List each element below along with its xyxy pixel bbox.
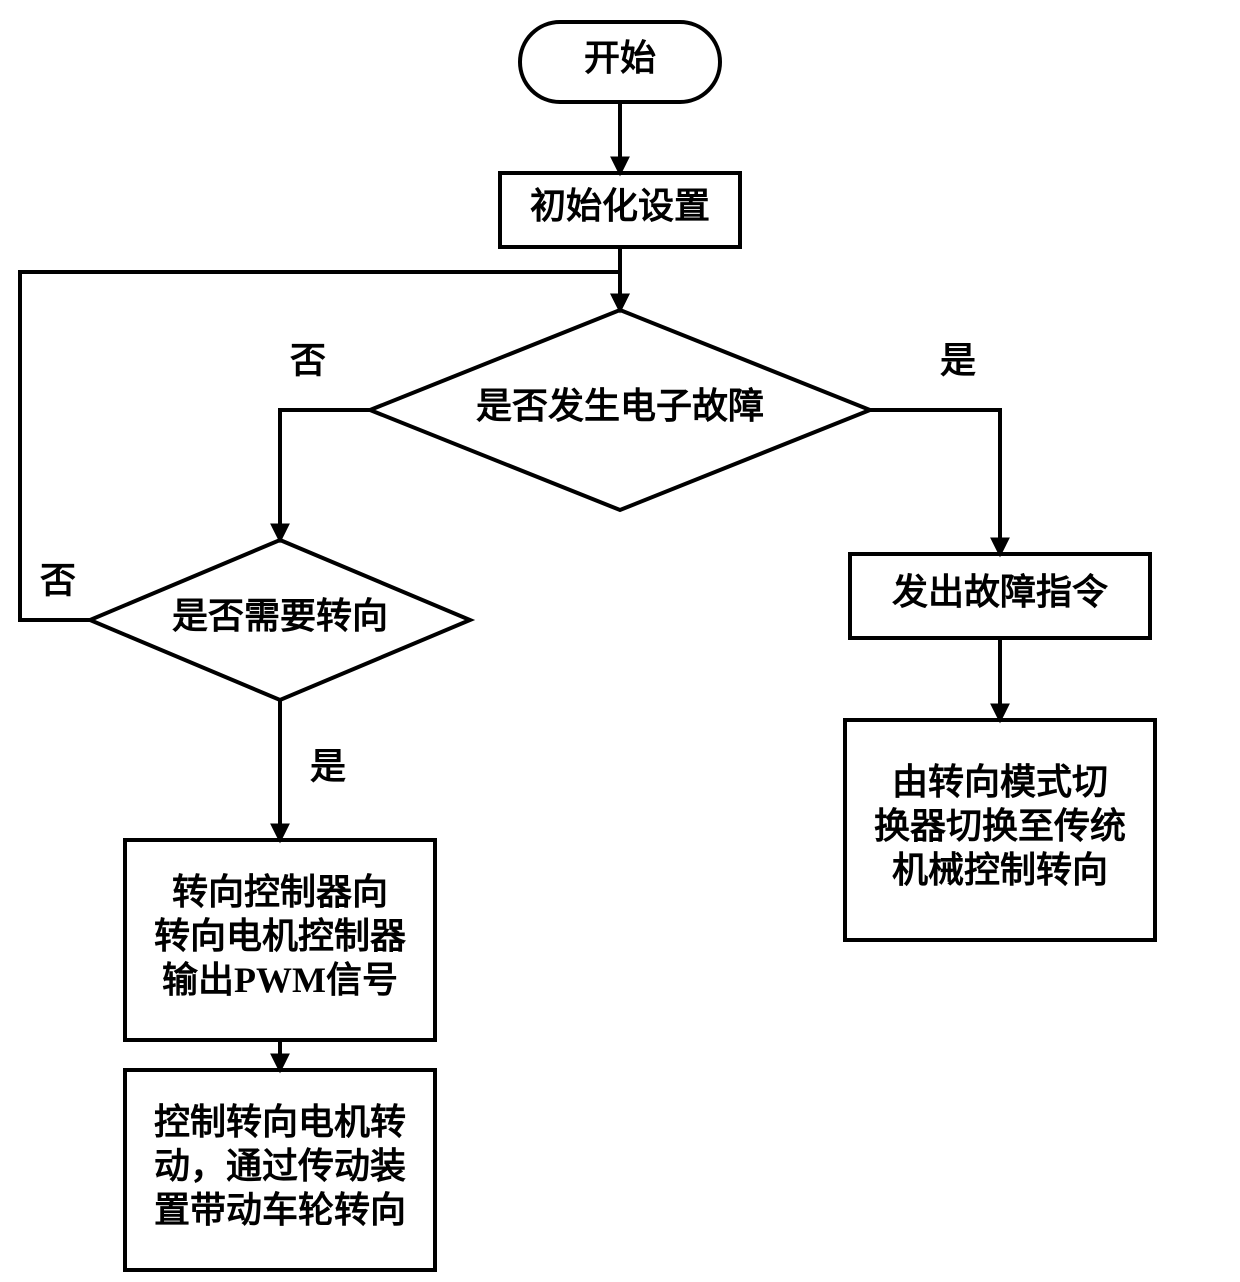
start-label: 开始 (584, 38, 656, 78)
switch-label: 由转向模式切换器切换至传统机械控制转向 (874, 762, 1126, 890)
edge-2-label: 否 (290, 340, 326, 380)
pwm-label: 转向控制器向转向电机控制器输出PWM信号 (154, 872, 407, 1000)
edge-3-label: 是 (940, 340, 976, 380)
edge-6-label: 是 (310, 746, 346, 786)
fault-label: 发出故障指令 (892, 572, 1109, 612)
init-label: 初始化设置 (530, 186, 710, 226)
d2-label: 是否需要转向 (172, 596, 388, 636)
d1-label: 是否发生电子故障 (476, 386, 764, 426)
edge-5-label: 否 (40, 560, 76, 600)
motor-label: 控制转向电机转动，通过传动装置带动车轮转向 (154, 1102, 406, 1230)
